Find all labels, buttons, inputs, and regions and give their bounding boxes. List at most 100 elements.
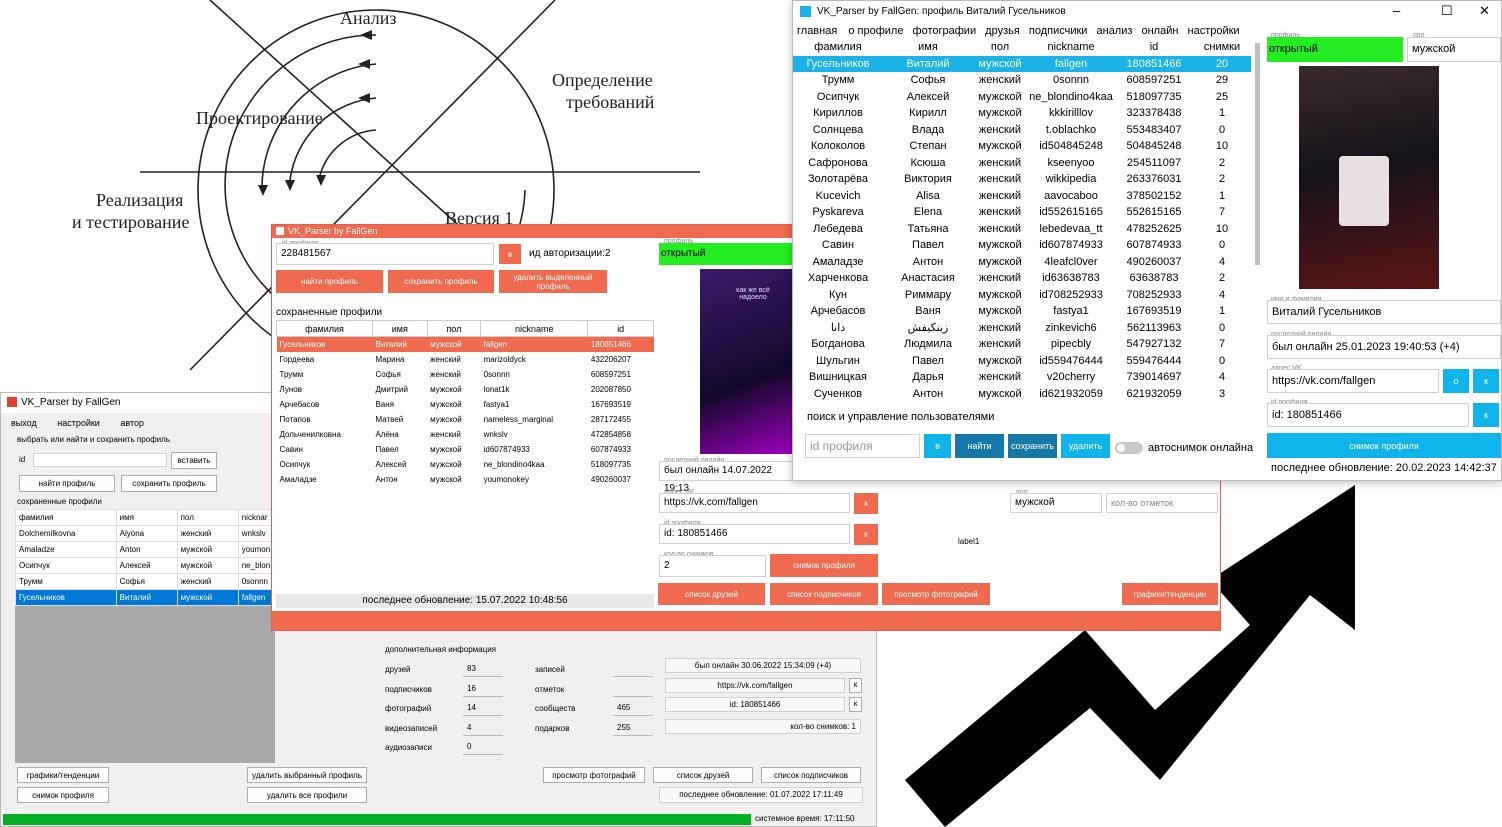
view-photos-button[interactable]: просмотр фотографий (882, 583, 990, 605)
table-row[interactable]: Золотарёва Виктория женский wikkipedia 26337… (793, 171, 1251, 188)
scrollbar[interactable] (1255, 43, 1260, 265)
col-header[interactable]: пол (426, 320, 482, 337)
menu-author[interactable]: автор (120, 418, 144, 428)
table-row[interactable]: Харченкова Анастасия женский id63638783 6363… (793, 270, 1251, 287)
open-url-button[interactable]: о (1443, 369, 1469, 393)
tab-online[interactable]: онлайн (1141, 25, 1179, 37)
table-row[interactable]: Кун Риммару мужской id708252933 708252933 4 (793, 287, 1251, 304)
paste-button[interactable]: вставить (171, 452, 217, 469)
table-row[interactable]: دانا زينكيفش женский zinkevich6 562113963 0 (793, 320, 1251, 337)
subscribers-list-button[interactable]: список подписчиков (770, 583, 878, 605)
tab-analysis[interactable]: анализ (1096, 25, 1133, 37)
table-row[interactable]: Шульгин Павел мужской id559476444 559476444 0 (793, 353, 1251, 370)
table-row[interactable]: Осипчук Алексей мужской ne_blondino4kaa 5180… (793, 89, 1251, 106)
saved-profiles-grid[interactable]: фамилия имя пол nicknar Dolchemilkovna Al… (15, 509, 275, 763)
view-photos-button[interactable]: просмотр фотографий (543, 767, 645, 783)
v-button[interactable]: в (499, 244, 521, 264)
tab-friends[interactable]: друзья (985, 25, 1020, 37)
table-row[interactable]: Лебедева Татьяна женский lebedevaa_tt 478252… (793, 221, 1251, 238)
col-header[interactable]: снимки (1203, 41, 1241, 54)
table-row[interactable]: Амаладзе Антон мужской 4leafcl0ver 490260037… (793, 254, 1251, 271)
col-header[interactable]: имя (115, 509, 178, 526)
friends-list-button[interactable]: список друзей (653, 767, 753, 783)
table-row[interactable]: Савин Павел мужской id607874933 607874933 (277, 442, 654, 457)
col-header[interactable]: фамилия (15, 509, 117, 526)
col-header[interactable]: имя (918, 41, 938, 54)
users-grid[interactable]: фамилия имя пол nickname id снимки Гусел… (793, 39, 1251, 407)
subscribers-list-button[interactable]: список подписчиков (761, 767, 861, 783)
table-row[interactable]: Amaladze Anton мужской youmon (15, 541, 275, 558)
table-row[interactable]: Лунов Дмитрий мужской lonat1k 202087850 (277, 382, 654, 397)
table-row[interactable]: Савин Павел мужской id607874933 607874933 0 (793, 237, 1251, 254)
copy-id-button[interactable]: к (854, 524, 878, 545)
col-header[interactable]: id (587, 320, 654, 337)
search-input[interactable]: id профиля (805, 434, 920, 458)
save-button[interactable]: сохранить (1008, 434, 1057, 458)
menu-exit[interactable]: выход (11, 418, 37, 428)
snapshot-button[interactable]: снимок профиля (770, 554, 878, 577)
col-header[interactable]: пол (990, 41, 1010, 54)
find-profile-button[interactable]: найти профиль (19, 475, 115, 492)
tab-settings[interactable]: настройки (1187, 25, 1240, 37)
table-row[interactable]: Дольченилковна Алёна женский wnkslv 47285485… (277, 427, 654, 442)
table-row[interactable]: Трумм Софья женский 0sonnn 608597251 (277, 367, 654, 382)
id-input[interactable] (33, 453, 167, 467)
table-row[interactable]: Трумм Софья женский 0sonnn 608597251 29 (793, 72, 1251, 89)
table-row[interactable]: Богданова Людмила женский pipecbly 547927132… (793, 336, 1251, 353)
table-row[interactable]: Осипчук Алексей мужской ne_blon (15, 557, 275, 574)
tab-about[interactable]: о профиле (848, 25, 904, 37)
table-row[interactable]: Осипчук Алексей мужской ne_blondino4kaa 5180… (277, 457, 654, 472)
table-row[interactable]: Солнцева Влада женский t.oblachko 553483407 0 (793, 122, 1251, 139)
table-row[interactable]: Pyskareva Elena женский id552615165 55261516… (793, 204, 1251, 221)
find-profile-button[interactable]: найти профиль (276, 270, 383, 293)
friends-list-button[interactable]: список друзей (658, 583, 765, 605)
window-v3-titlebar[interactable]: VK_Parser by FallGen: профиль Виталий Гу… (793, 1, 1501, 23)
charts-button[interactable]: графики/тенденции (17, 767, 109, 783)
saved-profiles-grid[interactable]: фамилия имя пол nickname id Гусельников В… (276, 320, 654, 490)
col-header[interactable]: id (1149, 41, 1159, 54)
copy-url-button[interactable]: к (854, 493, 878, 514)
snapshot-button[interactable]: снимок профиля (17, 787, 109, 803)
col-header[interactable]: nickname (1047, 41, 1095, 54)
delete-all-button[interactable]: удалить все профили (247, 787, 367, 803)
table-row[interactable]: Сученков Антон мужской id621932059 621932059… (793, 386, 1251, 403)
find-button[interactable]: найти (955, 434, 1004, 458)
table-row[interactable]: Dolchemilkovna Alyona женский wnkslv (15, 525, 275, 542)
delete-selected-button[interactable]: удалить выбранный профиль (247, 767, 367, 783)
table-row[interactable]: Трумм Софья женский 0sonnn (15, 573, 275, 590)
table-row[interactable]: Потапов Матвей мужской nameless_marginal 287… (277, 412, 654, 427)
tab-home[interactable]: главная (797, 25, 838, 37)
table-row[interactable]: Кириллов Кирилл мужской kkkirilllov 32337843… (793, 105, 1251, 122)
col-header[interactable]: имя (371, 320, 428, 337)
table-row[interactable]: Гусельников Виталий мужской fallgen 18085146… (793, 55, 1251, 72)
snapshot-button[interactable]: снимок профиля (1267, 433, 1501, 458)
table-row[interactable]: Колоколов Степан мужской id504845248 5048452… (793, 138, 1251, 155)
copy-id-button[interactable]: к (1473, 403, 1499, 427)
minimize-button[interactable]: – (1393, 3, 1401, 18)
menu-settings[interactable]: настройки (57, 418, 100, 428)
id-input[interactable]: 228481567 (276, 243, 494, 265)
table-row[interactable]: Гусельников Виталий мужской fallgen (15, 589, 275, 606)
v-button[interactable]: в (924, 434, 951, 458)
close-button[interactable]: ✕ (1479, 3, 1490, 18)
table-row[interactable]: Арчебасов Ваня мужской fastya1 167693519 (277, 397, 654, 412)
save-profile-button[interactable]: сохранить профиль (388, 270, 494, 293)
table-row[interactable]: Kucevich Alisa женский aavocaboo 378502152 1 (793, 188, 1251, 205)
table-row[interactable]: Амаладзе Антон мужской youmonokey 490260037 (277, 472, 654, 487)
delete-button[interactable]: удалить (1061, 434, 1110, 458)
maximize-button[interactable]: ☐ (1441, 3, 1453, 18)
table-row[interactable]: Арчебасов Ваня мужской fastya1 167693519 1 (793, 303, 1251, 320)
delete-selected-button[interactable]: удалить выделенный профиль (499, 270, 607, 293)
tab-subscribers[interactable]: подписчики (1028, 25, 1088, 37)
table-row[interactable]: Гусельников Виталий мужской fallgen 18085146… (276, 336, 654, 352)
col-header[interactable]: фамилия (814, 41, 862, 54)
copy-url-button[interactable]: к (1473, 369, 1499, 393)
copy-url-button[interactable]: к (849, 678, 862, 693)
tab-photos[interactable]: фотографии (912, 25, 977, 37)
col-header[interactable]: nickname (480, 320, 589, 337)
col-header[interactable]: nicknar (237, 509, 275, 526)
table-row[interactable]: Гордеева Марина женский marizoldyck 43220620… (277, 352, 654, 367)
table-row[interactable]: Сафронова Ксюша женский kseenyoo 254511097 2 (793, 155, 1251, 172)
save-profile-button[interactable]: сохранить профиль (121, 475, 217, 492)
col-header[interactable]: пол (176, 509, 239, 526)
